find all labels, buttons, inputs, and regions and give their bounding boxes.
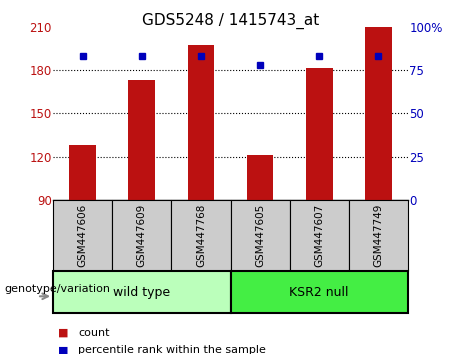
Text: wild type: wild type <box>113 286 170 298</box>
Bar <box>230 271 408 313</box>
Bar <box>230 200 290 271</box>
Text: GSM447605: GSM447605 <box>255 204 265 267</box>
Bar <box>53 200 112 271</box>
Bar <box>69 145 96 200</box>
Bar <box>129 80 155 200</box>
Text: GSM447607: GSM447607 <box>314 204 324 267</box>
Text: GDS5248 / 1415743_at: GDS5248 / 1415743_at <box>142 12 319 29</box>
Text: ■: ■ <box>58 328 68 338</box>
Bar <box>349 200 408 271</box>
Bar <box>171 200 230 271</box>
Text: count: count <box>78 328 110 338</box>
Text: percentile rank within the sample: percentile rank within the sample <box>78 346 266 354</box>
Text: GSM447609: GSM447609 <box>137 204 147 267</box>
Text: GSM447606: GSM447606 <box>77 204 88 267</box>
Text: GSM447749: GSM447749 <box>373 204 384 267</box>
Bar <box>53 271 230 313</box>
Bar <box>306 68 332 200</box>
Text: GSM447768: GSM447768 <box>196 204 206 267</box>
Text: ■: ■ <box>58 346 68 354</box>
Bar <box>290 200 349 271</box>
Bar <box>188 45 214 200</box>
Bar <box>247 155 273 200</box>
Bar <box>365 27 392 200</box>
Bar <box>112 200 171 271</box>
Text: KSR2 null: KSR2 null <box>290 286 349 298</box>
Text: genotype/variation: genotype/variation <box>5 284 111 293</box>
